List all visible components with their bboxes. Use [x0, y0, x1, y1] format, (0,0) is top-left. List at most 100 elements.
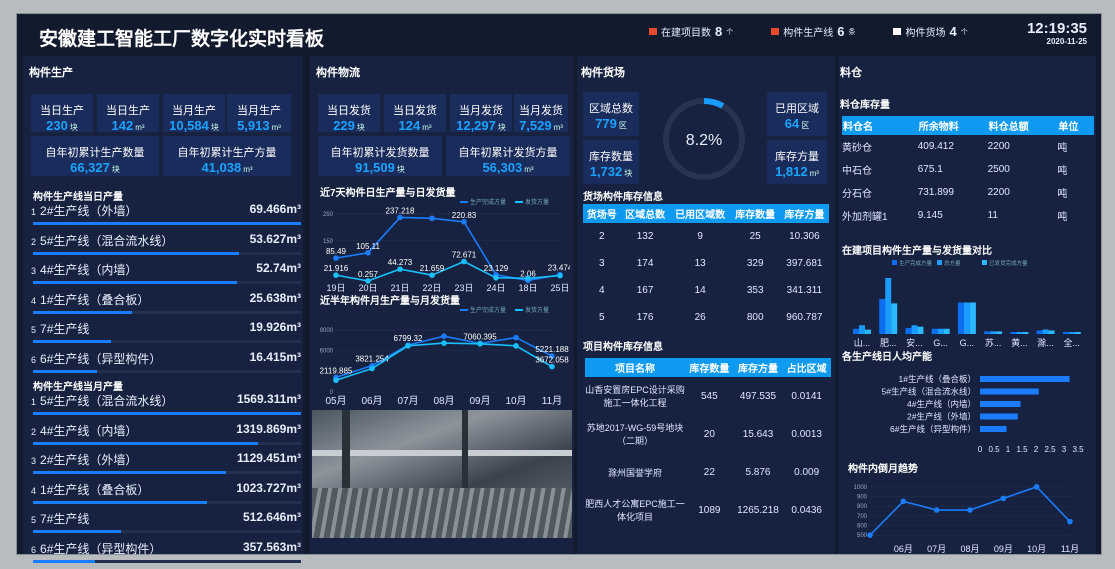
y-tick-label: 900 [857, 495, 868, 501]
x-tick-label: 19日 [326, 283, 345, 293]
data-point [493, 274, 499, 281]
data-point [461, 219, 467, 225]
table-row[interactable]: 4 167 14 353 341.311 [583, 277, 829, 304]
data-label: 21.916 [324, 264, 349, 273]
metric-label: 当日生产 [106, 105, 150, 117]
legend-label: 已发货完成方量 [989, 259, 1028, 267]
metric-unit: m³ [243, 165, 253, 174]
table-row[interactable]: 中石仓 675.1 2500 吨 [842, 158, 1094, 181]
bar [980, 401, 1021, 407]
data-point [513, 334, 519, 341]
metric-label: 区域总数 [589, 103, 633, 115]
y-tick-label: 250 [323, 212, 334, 218]
rank-number: 1 [31, 207, 37, 217]
table-cell: 5.876 [745, 466, 771, 478]
data-label: 237.218 [386, 206, 415, 215]
stock-table-title: 货场构件库存信息 [583, 192, 663, 203]
category-label: 5#生产线（混合流水线） [882, 387, 976, 397]
x-tick-label: 11月 [1061, 544, 1079, 554]
metric-value: 230 块 [31, 118, 93, 133]
stat-value: 4 [949, 24, 957, 39]
data-label: 0.257 [358, 270, 379, 279]
table-row[interactable]: 山香安置房EPC设计采购施工一体化工程 545 497.535 0.0141 [585, 377, 831, 415]
metric-number: 779 [595, 116, 617, 131]
table-cell: 353 [746, 285, 764, 296]
data-point [365, 278, 371, 284]
table-cell: 3 [598, 258, 605, 269]
metric-label: 自年初累计发货方量 [458, 147, 558, 159]
progress-bar [33, 310, 301, 314]
usage-percent: 8.2% [686, 132, 722, 149]
data-label: 23.129 [484, 264, 509, 273]
line-value: 16.415m³ [249, 349, 301, 364]
metric-label: 当日生产 [40, 105, 84, 117]
metric-value: 91,509 块 [318, 160, 442, 175]
metric-number: 91,509 [355, 160, 395, 175]
compare-chart-title: 在建项目构件生产量与发货量对比 [842, 246, 992, 257]
table-cell: 731.899 [917, 187, 954, 198]
x-tick-label: 05月 [325, 395, 346, 406]
progress-fill [33, 222, 301, 225]
data-label: 21.659 [420, 264, 445, 273]
progress-fill [33, 251, 240, 255]
table-row[interactable]: 滁州国誉学府 22 5.876 0.009 [585, 453, 831, 491]
table-cell: 吨 [1057, 212, 1068, 223]
x-tick-label: G... [933, 338, 948, 348]
table-row[interactable]: 2 132 9 25 10.306 [583, 223, 829, 250]
table-cell: 2500 [987, 164, 1010, 175]
data-point [441, 333, 447, 339]
metric-number: 66,327 [70, 160, 110, 175]
stat-unit: 个 [726, 28, 734, 36]
data-point [1067, 518, 1073, 525]
y-tick-label: 700 [857, 514, 868, 520]
table-row[interactable]: 外加剂罐1 9.145 11 吨 [842, 204, 1094, 227]
metric-value: 1,812 m³ [767, 164, 827, 179]
bar [931, 328, 938, 334]
clock: 12:19:35 2020-11-25 [1027, 20, 1087, 46]
metric-card: 当月生产 5,913 m³ [227, 94, 291, 133]
metric-number: 10,584 [169, 118, 209, 133]
progress-fill [33, 559, 95, 563]
x-tick-label: 25日 [550, 283, 569, 293]
line-value: 1319.869m³ [236, 421, 301, 436]
table-row[interactable]: 肥西人才公寓EPC施工一体化项目 1089 1265.218 0.0436 [585, 491, 831, 529]
series-line [335, 216, 561, 282]
table-row[interactable]: 苏地2017-WG-59号地块（二期） 20 15.643 0.0013 [585, 415, 831, 453]
data-label: 23.474 [548, 264, 570, 273]
bar [996, 331, 1003, 334]
x-tick-label: 滁... [1037, 338, 1054, 348]
rank-number: 4 [31, 295, 37, 306]
ranking-row: 2 4#生产线（内墙） 1319.869m³ [31, 421, 301, 445]
column-header: 已用区域数 [669, 204, 731, 223]
legend-square-icon [649, 28, 657, 35]
header-stat: 构件生产线 6 条 [771, 24, 855, 39]
bar [885, 278, 892, 334]
rank-number: 3 [31, 266, 37, 276]
line-name: 4#生产线（内墙） [40, 263, 138, 277]
data-label: 6799.32 [394, 334, 423, 343]
progress-fill [33, 281, 237, 284]
bar [957, 302, 964, 334]
table-row[interactable]: 分石仓 731.899 2200 吨 [842, 181, 1094, 204]
table-cell: 9.145 [917, 210, 943, 221]
x-tick-label: G... [960, 338, 975, 348]
table-row[interactable]: 5 176 26 800 960.787 [583, 304, 829, 331]
y-tick-label: 800 [857, 504, 868, 510]
x-tick-label: 全... [1064, 337, 1081, 348]
data-point [333, 377, 339, 384]
camera-feed[interactable] [312, 410, 572, 538]
legend-square-icon [771, 28, 780, 35]
table-row[interactable]: 黄砂仓 409.412 2200 吨 [842, 135, 1094, 158]
table-row[interactable]: 3 174 13 329 397.681 [583, 250, 829, 277]
metric-card: 当日生产 142 m³ [97, 94, 159, 133]
metric-card: 当日发货 124 m³ [384, 94, 446, 133]
data-point [405, 343, 411, 349]
bar [891, 303, 898, 334]
metric-unit: 块 [210, 123, 219, 132]
bar [969, 302, 976, 334]
header-stat: 在建项目数 8 个 [649, 24, 733, 39]
line-name: 4#生产线（内墙） [40, 423, 138, 438]
y-tick-label: 9000 [320, 328, 334, 334]
metric-number: 12,297 [456, 118, 496, 133]
